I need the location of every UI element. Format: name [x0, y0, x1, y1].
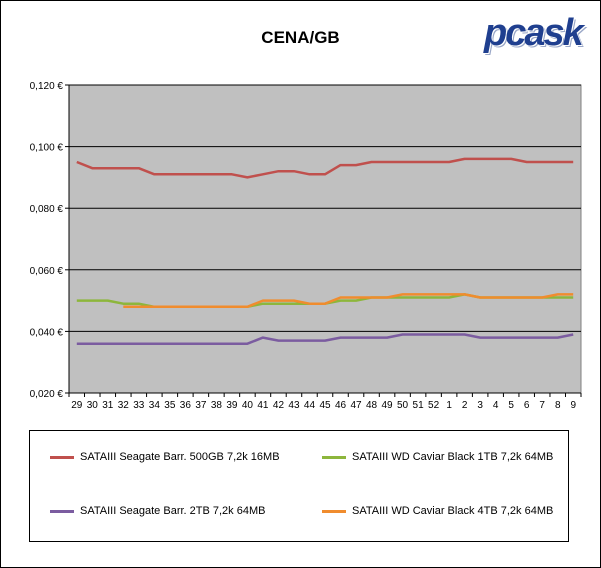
xtick-label-14: 43 [288, 400, 300, 411]
xtick-label-5: 34 [149, 400, 161, 411]
xtick-label-23: 52 [428, 400, 440, 411]
series-lines [76, 157, 574, 345]
xtick-label-13: 42 [273, 400, 285, 411]
series-line-1 [76, 157, 574, 179]
legend-swatch-series-4 [322, 509, 346, 513]
legend: SATAIII Seagate Barr. 500GB 7,2k 16MB SA… [29, 430, 569, 542]
xtick-label-18: 47 [350, 400, 362, 411]
logo-text: pcask [484, 12, 584, 54]
xtick-label-24: 1 [446, 400, 452, 411]
pcask-logo: pcask [484, 12, 590, 58]
xtick-label-32: 9 [570, 400, 576, 411]
xtick-label-16: 45 [319, 400, 331, 411]
legend-item-series-1: SATAIII Seagate Barr. 500GB 7,2k 16MB [50, 451, 280, 467]
ytick-label-1: 0,040 € [30, 327, 64, 338]
xtick-label-1: 30 [87, 400, 99, 411]
xtick-label-12: 41 [257, 400, 269, 411]
ytick-label-2: 0,060 € [30, 266, 64, 277]
ytick-label-4: 0,100 € [30, 143, 64, 154]
xtick-label-21: 50 [397, 400, 409, 411]
legend-swatch-series-1 [50, 455, 74, 459]
xtick-label-26: 3 [477, 400, 483, 411]
chart-title: CENA/GB [261, 28, 340, 47]
legend-label-series-2: SATAIII WD Caviar Black 1TB 7,2k 64MB [352, 451, 554, 464]
xtick-label-3: 32 [118, 400, 130, 411]
xtick-label-22: 51 [413, 400, 425, 411]
ytick-label-0: 0,020 € [30, 389, 64, 400]
legend-item-series-2: SATAIII WD Caviar Black 1TB 7,2k 64MB [322, 451, 553, 467]
legend-label-series-1: SATAIII Seagate Barr. 500GB 7,2k 16MB [80, 451, 280, 464]
xtick-label-10: 39 [226, 400, 238, 411]
xtick-label-15: 44 [304, 400, 316, 411]
xtick-label-31: 8 [555, 400, 561, 411]
xtick-label-30: 7 [539, 400, 545, 411]
xtick-label-2: 31 [102, 400, 114, 411]
legend-item-series-4: SATAIII WD Caviar Black 4TB 7,2k 64MB [322, 505, 553, 521]
xtick-label-7: 36 [180, 400, 192, 411]
xtick-label-17: 46 [335, 400, 347, 411]
xtick-label-0: 29 [71, 400, 83, 411]
series-line-3 [76, 333, 574, 345]
xtick-label-28: 5 [508, 400, 514, 411]
legend-label-series-3: SATAIII Seagate Barr. 2TB 7,2k 64MB [80, 505, 266, 518]
xtick-label-25: 2 [462, 400, 468, 411]
xtick-label-27: 4 [493, 400, 499, 411]
xtick-label-20: 49 [381, 400, 393, 411]
legend-label-series-4: SATAIII WD Caviar Black 4TB 7,2k 64MB [352, 505, 554, 518]
xtick-label-9: 38 [211, 400, 223, 411]
legend-item-series-3: SATAIII Seagate Barr. 2TB 7,2k 64MB [50, 505, 265, 521]
ytick-label-3: 0,080 € [30, 204, 64, 215]
legend-swatch-series-2 [322, 455, 346, 459]
xtick-label-19: 48 [366, 400, 378, 411]
xtick-label-11: 40 [242, 400, 254, 411]
xtick-label-8: 37 [195, 400, 207, 411]
axes: 0,020 € 0,040 € 0,060 € 0,080 € 0,100 € 0,120… [30, 81, 582, 411]
xtick-label-6: 35 [164, 400, 176, 411]
ytick-label-5: 0,120 € [30, 81, 64, 92]
legend-swatch-series-3 [50, 509, 74, 513]
xtick-label-4: 33 [133, 400, 145, 411]
series-line-4 [123, 293, 574, 309]
xtick-label-29: 6 [524, 400, 530, 411]
plot-area [68, 84, 582, 394]
